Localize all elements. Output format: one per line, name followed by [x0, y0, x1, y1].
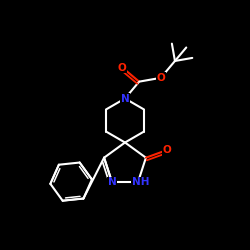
Text: O: O	[162, 145, 171, 155]
Text: N: N	[108, 177, 116, 187]
Text: NH: NH	[132, 177, 149, 187]
Text: O: O	[118, 62, 127, 72]
Text: N: N	[120, 94, 130, 104]
Text: O: O	[156, 73, 165, 83]
